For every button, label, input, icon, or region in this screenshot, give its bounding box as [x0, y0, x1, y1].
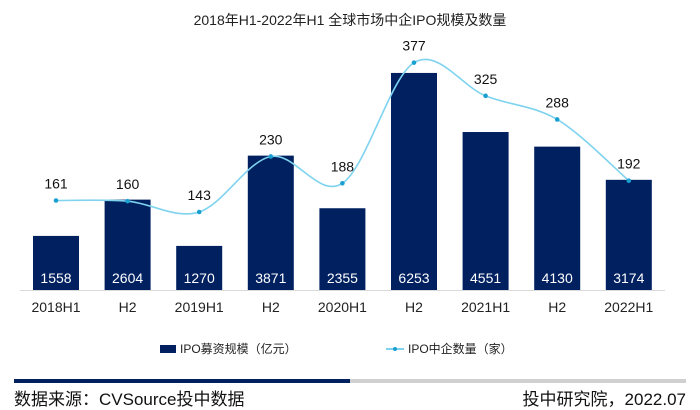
count-value-label: 192 — [617, 156, 641, 172]
x-tick-label: 2020H1 — [318, 299, 367, 315]
footer-source: 数据来源：CVSource投中数据 — [14, 390, 245, 409]
x-tick-label: 2019H1 — [175, 299, 224, 315]
count-marker — [268, 154, 274, 159]
count-marker — [554, 117, 560, 122]
footer-progress-fill — [14, 379, 350, 383]
count-marker — [53, 198, 59, 203]
x-tick-label: H2 — [548, 299, 566, 315]
bar — [605, 179, 652, 290]
x-tick-label: H2 — [405, 299, 423, 315]
chart-title: 2018年H1-2022年H1 全球市场中企IPO规模及数量 — [193, 12, 507, 28]
count-value-label: 160 — [116, 176, 140, 192]
bar — [391, 72, 437, 290]
x-tick-label: 2022H1 — [604, 299, 653, 315]
bar-value-label: 2604 — [112, 270, 143, 286]
x-tick-label: H2 — [262, 299, 280, 315]
bar — [534, 146, 581, 290]
bar — [247, 155, 294, 290]
count-value-label: 188 — [331, 158, 355, 174]
count-marker — [196, 209, 202, 215]
footer-progress-bar — [14, 379, 686, 383]
bar — [104, 199, 151, 290]
count-value-label: 377 — [402, 38, 426, 54]
count-value-label: 143 — [188, 187, 212, 203]
legend-bar-label: IPO募资规模（亿元） — [180, 342, 297, 356]
count-marker — [626, 178, 632, 184]
legend-item-line: IPO中企数量（家） — [386, 340, 513, 357]
x-tick-label: 2021H1 — [461, 299, 510, 315]
bar — [462, 132, 509, 290]
count-value-label: 325 — [474, 71, 498, 87]
bar-value-label: 4130 — [542, 270, 573, 286]
count-marker — [411, 60, 417, 65]
legend-line-swatch — [386, 346, 404, 351]
count-value-label: 161 — [44, 176, 68, 192]
bar-value-label: 3871 — [255, 270, 286, 286]
x-tick-label: 2018H1 — [31, 299, 80, 315]
bar-value-label: 6253 — [398, 270, 429, 286]
chart-plot: 1558 2018H1 2604 H2 1270 2019H1 3871 H2 2355 2020… — [20, 38, 665, 315]
bar-value-label: 3174 — [613, 270, 644, 286]
bar — [33, 235, 79, 290]
x-tick-label: H2 — [119, 299, 137, 315]
bar-value-label: 2355 — [327, 270, 358, 286]
count-value-label: 230 — [259, 131, 283, 147]
count-line — [55, 58, 630, 215]
legend-item-bar: IPO募资规模（亿元） — [160, 340, 297, 357]
bar-value-label: 4551 — [470, 270, 501, 286]
bar-value-label: 1270 — [184, 270, 215, 286]
count-marker — [340, 180, 345, 186]
legend-bar-swatch — [160, 344, 176, 353]
bar — [319, 208, 366, 290]
bar-value-label: 1558 — [40, 270, 71, 286]
count-value-label: 288 — [546, 94, 570, 110]
footer-credit: 投中研究院，2022.07 — [522, 390, 686, 409]
count-marker — [483, 93, 488, 99]
legend-line-label: IPO中企数量（家） — [408, 342, 513, 356]
count-marker — [125, 198, 130, 204]
bar — [176, 245, 223, 290]
